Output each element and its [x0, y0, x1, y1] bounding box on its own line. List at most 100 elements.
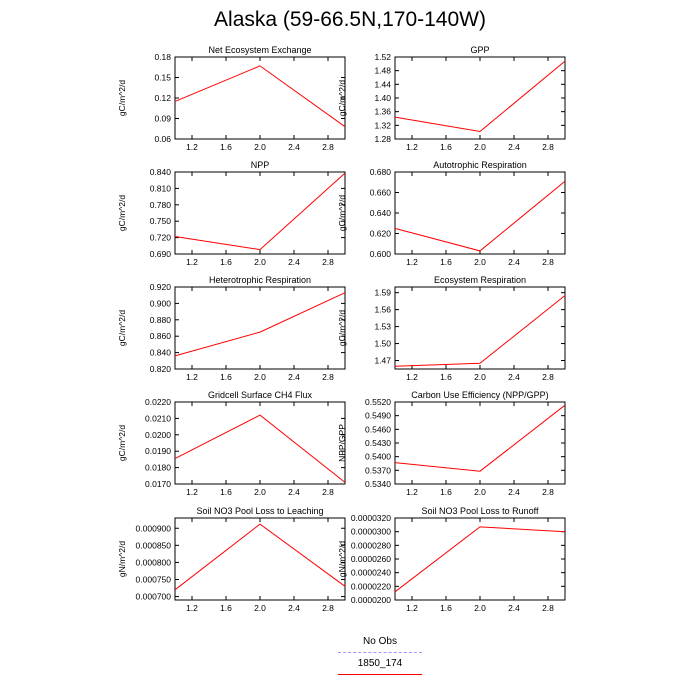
- panel-8-ytick-label-0: 0.5340: [365, 479, 391, 489]
- panel-1-xtick-label-2: 2.0: [254, 142, 266, 152]
- panel-3-xtick-label-4: 2.8: [322, 257, 334, 267]
- panel-8-ytick-label-1: 0.5370: [365, 465, 391, 475]
- panel-10-ytick-label-5: 0.0000300: [351, 527, 391, 537]
- panel-9-ytick-label-3: 0.000850: [136, 540, 172, 550]
- panel-7-series-line-0: [174, 414, 346, 483]
- panel-2-ytick-label-0: 1.28: [374, 134, 391, 144]
- panel-2-ytick-label-2: 1.36: [374, 107, 391, 117]
- panel-5-ytick-label-1: 0.840: [150, 348, 172, 358]
- panel-9-xtick-label-0: 1.2: [186, 603, 198, 613]
- panel-9-xtick-label-4: 2.8: [322, 603, 334, 613]
- panel-10-ylabel: gN/m^2/d: [337, 541, 347, 577]
- panel-4-ytick-label-3: 0.660: [370, 188, 392, 198]
- panel-1-ylabel: gC/m^2/d: [117, 80, 127, 116]
- panel-7-xtick-label-3: 2.4: [288, 487, 300, 497]
- panel-9-ytick-label-0: 0.000700: [136, 592, 172, 602]
- panel-8-xtick-label-3: 2.4: [508, 487, 520, 497]
- panel-8-xtick-label-1: 1.6: [440, 487, 452, 497]
- panel-9-xtick-label-2: 2.0: [254, 603, 266, 613]
- panel-2-ylabel: gC/m^2/d: [337, 80, 347, 116]
- panel-6-ylabel: gC/m^2/d: [337, 310, 347, 346]
- panel-10-xtick-label-2: 2.0: [474, 603, 486, 613]
- panel-8-ytick-label-3: 0.5430: [365, 438, 391, 448]
- panel-4-ytick-label-0: 0.600: [370, 249, 392, 259]
- panel-3-ylabel: gC/m^2/d: [117, 195, 127, 231]
- panel-3-ytick-label-5: 0.840: [150, 167, 172, 177]
- panel-2-frame: [394, 56, 566, 140]
- legend-label-no-obs: No Obs: [363, 636, 397, 647]
- panel-2-ytick-label-3: 1.40: [374, 93, 391, 103]
- panel-5-xtick-label-3: 2.4: [288, 372, 300, 382]
- panel-10-xtick-label-4: 2.8: [542, 603, 554, 613]
- panel-2-ytick-label-5: 1.48: [374, 66, 391, 76]
- panel-4-ytick-label-1: 0.620: [370, 229, 392, 239]
- panel-5-xtick-label-2: 2.0: [254, 372, 266, 382]
- panel-6-ytick-label-4: 1.59: [374, 288, 391, 298]
- panel-7-xtick-label-0: 1.2: [186, 487, 198, 497]
- panel-10-ytick-label-0: 0.0000200: [351, 595, 391, 605]
- panel-1-xtick-label-1: 1.6: [220, 142, 232, 152]
- panel-2-series-line-0: [394, 60, 566, 133]
- panel-8-ytick-label-6: 0.5520: [365, 397, 391, 407]
- panel-4-series-line-0: [394, 180, 566, 252]
- panel-3-ytick-label-1: 0.720: [150, 233, 172, 243]
- panel-6-xtick-label-0: 1.2: [406, 372, 418, 382]
- panel-2-xtick-label-4: 2.8: [542, 142, 554, 152]
- panel-9-ytick-label-4: 0.000900: [136, 523, 172, 533]
- panel-7-frame: [174, 401, 346, 485]
- panel-6-series-line-0: [394, 295, 566, 367]
- panel-3-xtick-label-2: 2.0: [254, 257, 266, 267]
- panel-7-ytick-label-4: 0.0210: [145, 413, 171, 423]
- panel-9-frame: [174, 517, 346, 601]
- page-title: Alaska (59-66.5N,170-140W): [214, 8, 486, 31]
- panel-1-ytick-label-2: 0.12: [154, 93, 171, 103]
- panel-10-xtick-label-3: 2.4: [508, 603, 520, 613]
- panel-6-xtick-label-2: 2.0: [474, 372, 486, 382]
- panel-2-xtick-label-2: 2.0: [474, 142, 486, 152]
- panel-3-ytick-label-0: 0.690: [150, 249, 172, 259]
- panel-8-title: Carbon Use Efficiency (NPP/GPP): [411, 390, 548, 400]
- panel-4-title: Autotrophic Respiration: [433, 160, 527, 170]
- panel-8-ytick-label-2: 0.5400: [365, 452, 391, 462]
- panel-7-title: Gridcell Surface CH4 Flux: [208, 390, 313, 400]
- panel-1-title: Net Ecosystem Exchange: [208, 45, 311, 55]
- panel-8-ytick-label-5: 0.5490: [365, 411, 391, 421]
- panel-5-ytick-label-5: 0.920: [150, 282, 172, 292]
- panel-6-title: Ecosystem Respiration: [434, 275, 526, 285]
- panel-7-ytick-label-0: 0.0170: [145, 479, 171, 489]
- panel-4-frame: [394, 171, 566, 255]
- panel-4-xtick-label-0: 1.2: [406, 257, 418, 267]
- panel-3-xtick-label-1: 1.6: [220, 257, 232, 267]
- panel-6-ytick-label-3: 1.56: [374, 305, 391, 315]
- panel-1-ytick-label-3: 0.15: [154, 73, 171, 83]
- panel-10-title: Soil NO3 Pool Loss to Runoff: [422, 506, 539, 516]
- panel-9-ytick-label-1: 0.000750: [136, 575, 172, 585]
- panel-6-xtick-label-1: 1.6: [440, 372, 452, 382]
- panel-10-xtick-label-1: 1.6: [440, 603, 452, 613]
- panel-6-ytick-label-2: 1.53: [374, 322, 391, 332]
- panel-7-ytick-label-2: 0.0190: [145, 446, 171, 456]
- panel-6-xtick-label-3: 2.4: [508, 372, 520, 382]
- panel-3-frame: [174, 171, 346, 255]
- panel-9-xtick-label-1: 1.6: [220, 603, 232, 613]
- panel-6-ytick-label-1: 1.50: [374, 339, 391, 349]
- panel-4-xtick-label-1: 1.6: [440, 257, 452, 267]
- panel-5-xtick-label-1: 1.6: [220, 372, 232, 382]
- panel-8-ytick-label-4: 0.5460: [365, 424, 391, 434]
- panel-9-series-line-0: [174, 523, 346, 591]
- panel-4-xtick-label-3: 2.4: [508, 257, 520, 267]
- panel-8-ylabel: NPP/GPP: [337, 424, 347, 462]
- panel-2-ytick-label-6: 1.52: [374, 52, 391, 62]
- panel-2-ytick-label-1: 1.32: [374, 120, 391, 130]
- panel-6-ytick-label-0: 1.47: [374, 356, 391, 366]
- panel-10-ytick-label-3: 0.0000260: [351, 554, 391, 564]
- legend: No Obs 1850_174: [330, 636, 430, 680]
- panel-7-xtick-label-2: 2.0: [254, 487, 266, 497]
- panel-8-series-line-0: [394, 404, 566, 472]
- panel-5-xtick-label-0: 1.2: [186, 372, 198, 382]
- panel-2-xtick-label-0: 1.2: [406, 142, 418, 152]
- panel-3-xtick-label-0: 1.2: [186, 257, 198, 267]
- panel-3-series-line-0: [174, 172, 346, 251]
- panel-4-xtick-label-2: 2.0: [474, 257, 486, 267]
